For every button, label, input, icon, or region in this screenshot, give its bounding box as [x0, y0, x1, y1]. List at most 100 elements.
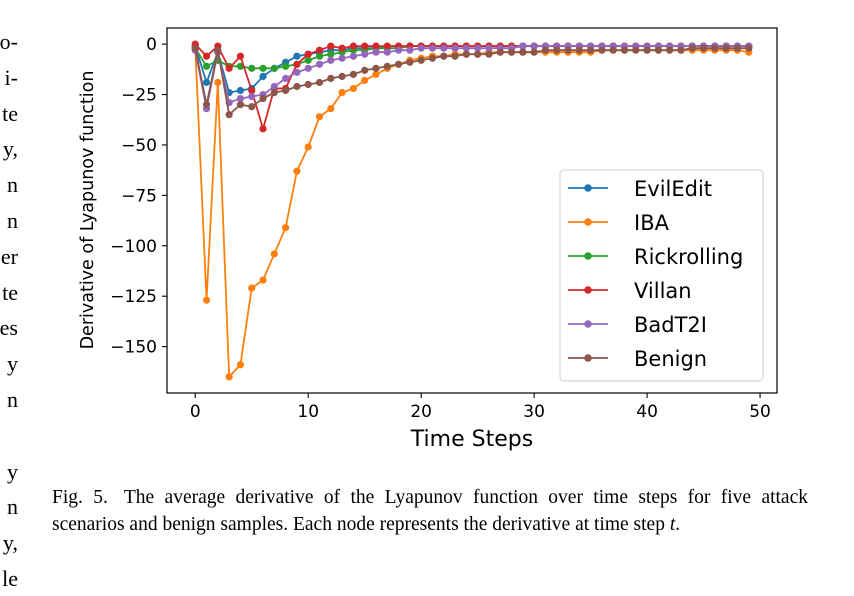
data-point [202, 78, 211, 87]
data-point [519, 48, 527, 56]
data-point [225, 373, 233, 381]
data-point [383, 42, 391, 50]
data-point [202, 296, 211, 304]
data-point [383, 62, 391, 70]
data-point [248, 86, 256, 95]
caption-label: Fig. 5. [52, 487, 108, 508]
data-point [270, 82, 278, 91]
legend-label: Benign [634, 347, 707, 371]
data-point [440, 52, 448, 60]
axes-frame [166, 27, 778, 394]
data-point [361, 42, 369, 50]
legend-box [559, 169, 764, 382]
data-point [304, 64, 312, 72]
legend-entry: Rickrolling [568, 245, 743, 269]
data-point [417, 56, 425, 64]
figure-caption: Fig. 5. The average derivative of the Ly… [52, 484, 808, 538]
data-point [202, 52, 211, 60]
data-point [270, 64, 278, 72]
data-point [485, 50, 493, 58]
series-lines [191, 40, 753, 381]
data-point [225, 64, 233, 72]
data-point [530, 42, 538, 50]
data-point [428, 54, 437, 62]
y-tick-label: 0 [146, 35, 157, 55]
left-column-line: n [7, 494, 18, 520]
left-column-line: te [2, 279, 18, 305]
data-point [315, 60, 324, 68]
caption-text-end: . [675, 514, 681, 535]
data-point [406, 58, 414, 66]
data-point [338, 54, 346, 62]
data-point [236, 52, 245, 60]
data-point [248, 284, 256, 292]
y-tick-label: −100 [110, 237, 157, 257]
data-point [451, 44, 459, 52]
legend-label: Villan [634, 279, 692, 303]
figure: 0 10 20 30 40 50 0 −25 −50 −75 −100 −125 −150 Time S… [60, 0, 854, 470]
data-point [327, 42, 335, 50]
data-point [304, 80, 312, 89]
left-column-line: y, [2, 530, 18, 556]
left-column-text: o-i-te y, n n er te es y n y n y, le [0, 30, 18, 596]
data-point [338, 88, 346, 97]
data-point [349, 52, 357, 60]
data-point [259, 276, 267, 284]
data-point [485, 44, 493, 52]
legend-marker [584, 184, 592, 192]
left-column-line: n [7, 208, 18, 233]
data-point [394, 60, 403, 68]
caption-text: The average derivative of the Lyapunov f… [52, 487, 808, 535]
data-point [372, 70, 380, 78]
data-point [620, 46, 629, 54]
left-column-line: n [7, 172, 18, 198]
data-point [372, 64, 380, 72]
data-point [519, 42, 527, 50]
data-point [666, 46, 674, 54]
data-point [722, 44, 730, 52]
data-point [349, 70, 357, 78]
data-point [270, 250, 278, 258]
left-column-line: y, [2, 136, 18, 162]
data-point [259, 94, 267, 103]
left-column-line: te [2, 100, 18, 126]
data-point [236, 101, 245, 109]
left-column-line: le [2, 566, 18, 591]
data-point [270, 88, 278, 97]
x-tick-label: 0 [190, 402, 201, 422]
y-tick-label: −50 [121, 136, 157, 156]
data-point [315, 52, 324, 60]
data-point [361, 66, 369, 74]
x-tick-label: 50 [749, 402, 771, 422]
data-point [406, 46, 414, 54]
legend-entry: Villan [568, 279, 692, 303]
data-point [349, 42, 357, 50]
y-tick-label: −125 [110, 287, 157, 307]
legend-entry: IBA [568, 211, 670, 235]
data-point [507, 48, 516, 56]
data-point [383, 48, 391, 56]
left-column-line: i- [4, 64, 18, 90]
legend-label: Rickrolling [634, 245, 743, 269]
data-point [304, 56, 312, 64]
data-point [598, 46, 606, 54]
data-point [440, 44, 448, 52]
data-point [553, 46, 561, 54]
data-point [225, 111, 233, 119]
data-point [202, 62, 211, 70]
data-point [688, 44, 696, 52]
caption-variable: t [669, 514, 676, 535]
data-point [248, 92, 256, 101]
left-column-line: n [7, 387, 18, 412]
data-point [530, 48, 538, 56]
x-axis-label: Time Steps [410, 427, 533, 452]
data-point [587, 46, 595, 54]
data-point [236, 86, 245, 95]
data-point [361, 50, 369, 58]
data-point [214, 78, 222, 87]
left-column-line: o- [0, 30, 18, 54]
data-point [293, 52, 301, 60]
data-point [349, 84, 357, 93]
data-point [315, 78, 324, 87]
left-column-line: er [0, 243, 18, 269]
